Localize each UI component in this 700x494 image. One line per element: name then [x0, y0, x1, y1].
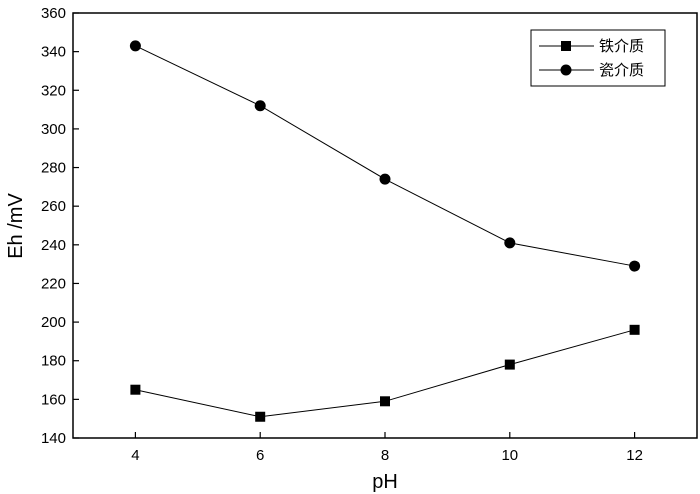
y-tick-label: 180	[41, 353, 66, 370]
data-point-square	[504, 359, 515, 370]
legend-marker-circle	[560, 64, 572, 76]
data-point-circle	[504, 237, 516, 249]
y-axis: 140 160 180 200 220 240 260 280 300 320 340 360	[41, 5, 79, 447]
data-point-square	[130, 384, 141, 395]
legend-box	[530, 29, 666, 87]
y-tick-label: 360	[41, 5, 66, 22]
x-tick-label: 12	[626, 447, 643, 464]
data-point-circle	[629, 260, 641, 272]
x-axis-title: pH	[372, 471, 398, 493]
x-axis: 4 6 8 10 12	[131, 432, 643, 464]
y-axis-title: Eh /mV	[5, 193, 27, 259]
legend-marker-square	[561, 41, 571, 51]
y-tick-label: 200	[41, 314, 66, 331]
x-tick-label: 6	[256, 447, 264, 464]
y-tick-label: 220	[41, 275, 66, 292]
data-point-square	[255, 411, 266, 422]
x-tick-label: 10	[501, 447, 518, 464]
legend-label: 瓷介质	[599, 61, 644, 79]
y-tick-label: 140	[41, 430, 66, 447]
legend-label: 铁介质	[599, 37, 644, 55]
y-tick-label: 300	[41, 121, 66, 138]
y-tick-label: 280	[41, 160, 66, 177]
data-point-circle	[129, 40, 141, 52]
y-tick-label: 160	[41, 391, 66, 408]
data-point-circle	[254, 100, 266, 112]
data-point-square	[629, 324, 640, 335]
x-tick-label: 4	[131, 447, 139, 464]
y-tick-label: 340	[41, 44, 66, 61]
x-tick-label: 8	[381, 447, 389, 464]
data-point-circle	[379, 173, 391, 185]
data-point-square	[380, 396, 390, 407]
series-layer	[129, 40, 641, 422]
y-tick-label: 240	[41, 237, 66, 254]
y-tick-label: 320	[41, 82, 66, 99]
y-tick-label: 260	[41, 198, 66, 215]
